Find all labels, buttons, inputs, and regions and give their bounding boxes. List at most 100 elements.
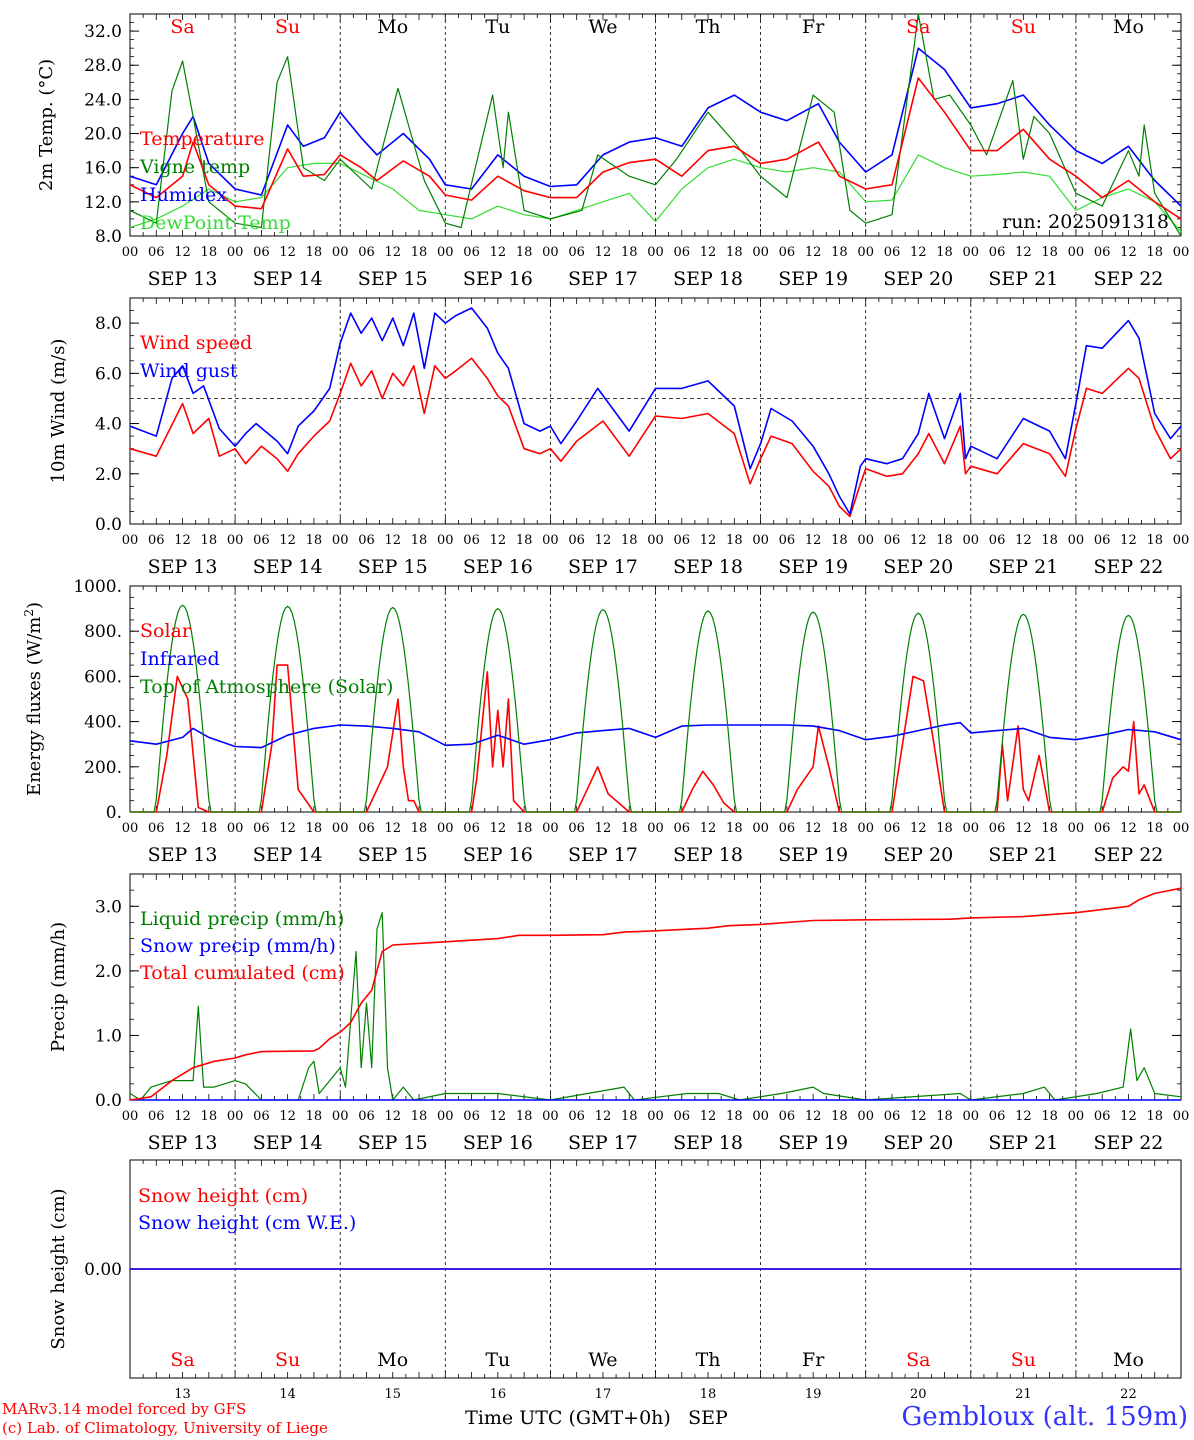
hour-tick-label: 00: [963, 1109, 980, 1124]
hour-tick-label: 00: [647, 245, 664, 260]
hour-tick-label: 18: [726, 533, 743, 548]
month-label: SEP: [688, 1407, 728, 1429]
panel-3: 0. 200. 400. 600. 800. 1000. Energy fluxes (W/…: [22, 577, 1189, 866]
legend-entry: Snow height (cm W.E.): [138, 1212, 356, 1234]
hour-tick-label: 18: [936, 533, 953, 548]
weekday-label: Fr: [802, 16, 825, 38]
day-number-label: 20: [910, 1387, 927, 1402]
hour-tick-label: 00: [227, 1109, 244, 1124]
series-line-liquid-precip-mm-h: [129, 912, 1182, 1101]
hour-tick-label: 18: [621, 821, 638, 836]
hour-tick-label: 18: [831, 245, 848, 260]
date-label: SEP 15: [358, 844, 428, 866]
hour-tick-label: 06: [1094, 533, 1111, 548]
hour-tick-label: 00: [1068, 533, 1085, 548]
hour-tick-label: 18: [411, 1109, 428, 1124]
hour-tick-label: 06: [463, 821, 480, 836]
series-line-humidex: [129, 47, 1182, 207]
date-label: SEP 14: [253, 556, 323, 578]
date-label: SEP 19: [778, 556, 848, 578]
hour-tick-label: 00: [752, 821, 769, 836]
hour-tick-label: 00: [752, 533, 769, 548]
date-label: SEP 16: [463, 268, 533, 290]
date-label: SEP 21: [988, 556, 1058, 578]
hour-tick-label: 00: [437, 1109, 454, 1124]
hour-tick-label: 12: [1015, 1109, 1032, 1124]
hour-tick-label: 18: [831, 1109, 848, 1124]
hour-tick-label: 18: [201, 821, 218, 836]
model-credit: MARv3.14 model forced by GFS: [2, 1400, 247, 1418]
hour-tick-label: 06: [989, 1109, 1006, 1124]
hour-tick-label: 18: [621, 533, 638, 548]
hour-tick-label: 12: [1015, 533, 1032, 548]
hour-tick-label: 18: [936, 1109, 953, 1124]
hour-tick-label: 12: [595, 1109, 612, 1124]
series-line-wind-speed: [129, 357, 1182, 518]
date-label: SEP 22: [1094, 268, 1164, 290]
hour-tick-label: 00: [1173, 533, 1190, 548]
date-label: SEP 16: [463, 1132, 533, 1154]
legend-entry: Snow precip (mm/h): [140, 935, 336, 957]
y-tick-label: 20.0: [84, 125, 122, 145]
y-tick-label: 2.0: [95, 465, 122, 485]
legend-entry: Temperature: [140, 128, 264, 150]
legend-entry: Wind gust: [140, 360, 238, 382]
hour-tick-label: 06: [253, 821, 270, 836]
series-line-vigne-temp: [129, 13, 1182, 237]
weekday-label: Sa: [170, 16, 194, 38]
hour-tick-label: 12: [174, 245, 191, 260]
date-label: SEP 18: [673, 1132, 743, 1154]
hour-tick-label: 00: [1068, 245, 1085, 260]
hour-tick-label: 00: [332, 533, 349, 548]
hour-tick-label: 12: [384, 1109, 401, 1124]
y-axis-label: 10m Wind (m/s): [48, 339, 69, 484]
hour-tick-label: 12: [384, 821, 401, 836]
hour-tick-label: 18: [306, 1109, 323, 1124]
hour-tick-label: 18: [411, 245, 428, 260]
weekday-label: Tu: [485, 1349, 510, 1371]
hour-tick-label: 00: [542, 1109, 559, 1124]
hour-tick-label: 00: [1173, 245, 1190, 260]
hour-tick-label: 18: [201, 1109, 218, 1124]
hour-tick-label: 00: [857, 1109, 874, 1124]
date-label: SEP 15: [358, 556, 428, 578]
station-title: Gembloux (alt. 159m): [901, 1402, 1188, 1432]
hour-tick-label: 18: [936, 821, 953, 836]
y-tick-label: 6.0: [95, 364, 122, 384]
legend-entry: Snow height (cm): [138, 1185, 308, 1207]
hour-tick-label: 00: [227, 245, 244, 260]
hour-tick-label: 12: [279, 533, 296, 548]
y-tick-label: 1000.: [73, 577, 122, 597]
hour-tick-label: 06: [1094, 245, 1111, 260]
hour-tick-label: 06: [463, 245, 480, 260]
weekday-label: Sa: [906, 1349, 930, 1371]
panel-2: 0.0 2.0 4.0 6.0 8.0 10m Wind (m/s) 00 06 12 18 00 0…: [48, 297, 1190, 578]
date-label: SEP 13: [148, 268, 218, 290]
hour-tick-label: 00: [1068, 821, 1085, 836]
day-number-label: 19: [805, 1387, 822, 1402]
hour-tick-label: 00: [437, 245, 454, 260]
hour-tick-label: 06: [989, 245, 1006, 260]
date-label: SEP 22: [1094, 844, 1164, 866]
hour-tick-label: 06: [674, 533, 691, 548]
hour-tick-label: 06: [253, 1109, 270, 1124]
hour-tick-label: 18: [726, 245, 743, 260]
hour-tick-label: 06: [779, 1109, 796, 1124]
hour-tick-label: 18: [306, 821, 323, 836]
hour-tick-label: 00: [122, 533, 139, 548]
hour-tick-label: 12: [279, 245, 296, 260]
series-line-infrared: [129, 721, 1182, 749]
hour-tick-label: 12: [490, 821, 507, 836]
y-tick-label: 12.0: [84, 193, 122, 213]
hour-tick-label: 12: [279, 1109, 296, 1124]
hour-tick-label: 06: [253, 533, 270, 548]
hour-tick-label: 12: [1015, 245, 1032, 260]
series-line-dewpoint-temp: [129, 154, 1182, 233]
hour-tick-label: 00: [963, 533, 980, 548]
hour-tick-label: 06: [1094, 821, 1111, 836]
hour-tick-label: 12: [490, 533, 507, 548]
hour-tick-label: 18: [831, 821, 848, 836]
hour-tick-label: 12: [910, 1109, 927, 1124]
date-label: SEP 22: [1094, 1132, 1164, 1154]
hour-tick-label: 06: [884, 821, 901, 836]
